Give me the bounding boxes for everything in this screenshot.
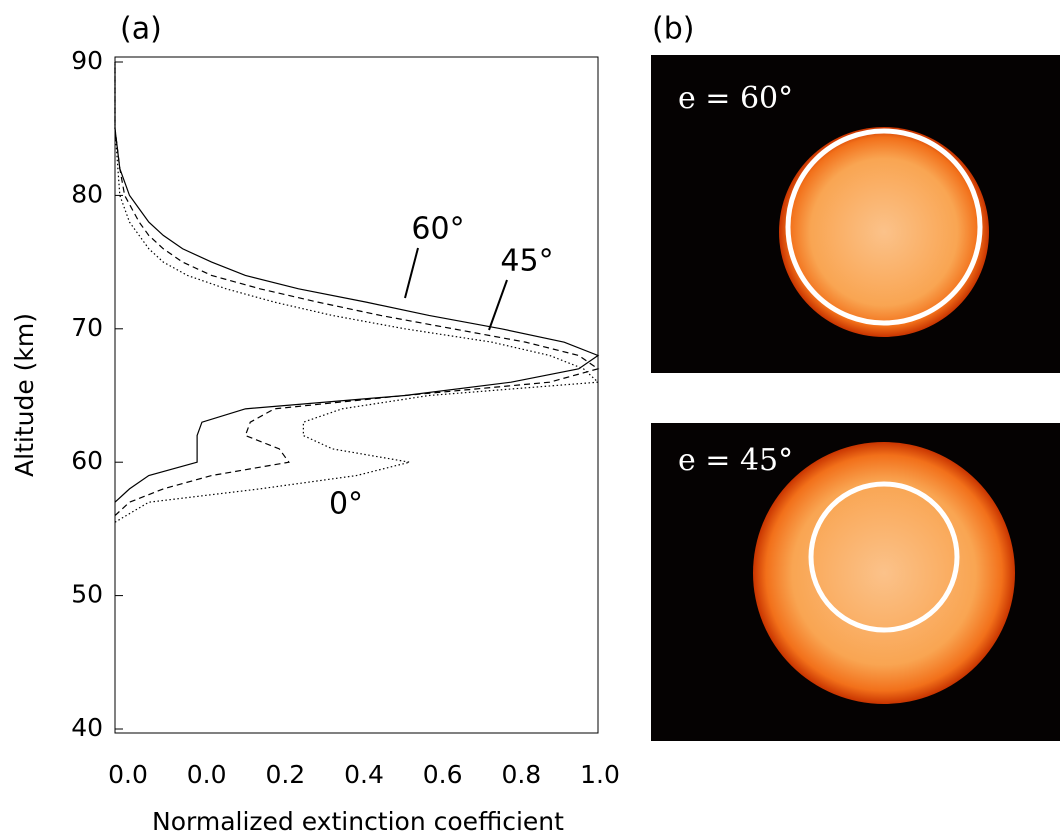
- image-label: e = 60°: [678, 81, 793, 116]
- image-bottom: e = 45°: [651, 423, 1060, 741]
- y-tick-label: 70: [71, 313, 103, 342]
- image-top: e = 60°: [651, 55, 1060, 373]
- x-tick-label: 0.0: [108, 760, 148, 789]
- x-tick-label: 0.8: [501, 760, 541, 789]
- planet-disk: [753, 442, 1015, 704]
- leader-line: [488, 279, 508, 331]
- x-axis-label: Normalized extinction coefficient: [152, 807, 564, 836]
- y-axis-label: Altitude (km): [10, 313, 39, 477]
- y-tick-label: 90: [71, 46, 103, 75]
- panel-label: (a): [120, 12, 162, 47]
- series-line: [114, 62, 600, 523]
- x-tick-label: 0.6: [423, 760, 463, 789]
- x-tick-label: 0.2: [265, 760, 305, 789]
- y-tick-label: 60: [71, 446, 103, 475]
- series-line: [114, 62, 600, 517]
- emission-ring: [808, 481, 960, 633]
- y-tick-label: 50: [71, 580, 103, 609]
- curve-annotation: 45°: [500, 244, 553, 279]
- emission-ring: [785, 128, 983, 326]
- x-tick-label: 0.4: [344, 760, 384, 789]
- y-tick-label: 40: [71, 713, 103, 742]
- x-tick-label: 1.0: [580, 760, 620, 789]
- planet-disk: [779, 127, 989, 337]
- series-line: [114, 62, 600, 503]
- leader-line: [404, 247, 419, 299]
- curve-annotation: 0°: [329, 487, 363, 522]
- panel-label: (b): [652, 12, 694, 47]
- y-tick-label: 80: [71, 179, 103, 208]
- plot-frame: [114, 56, 599, 734]
- x-tick-label: 0.0: [187, 760, 227, 789]
- image-label: e = 45°: [678, 443, 793, 478]
- curve-annotation: 60°: [411, 212, 464, 247]
